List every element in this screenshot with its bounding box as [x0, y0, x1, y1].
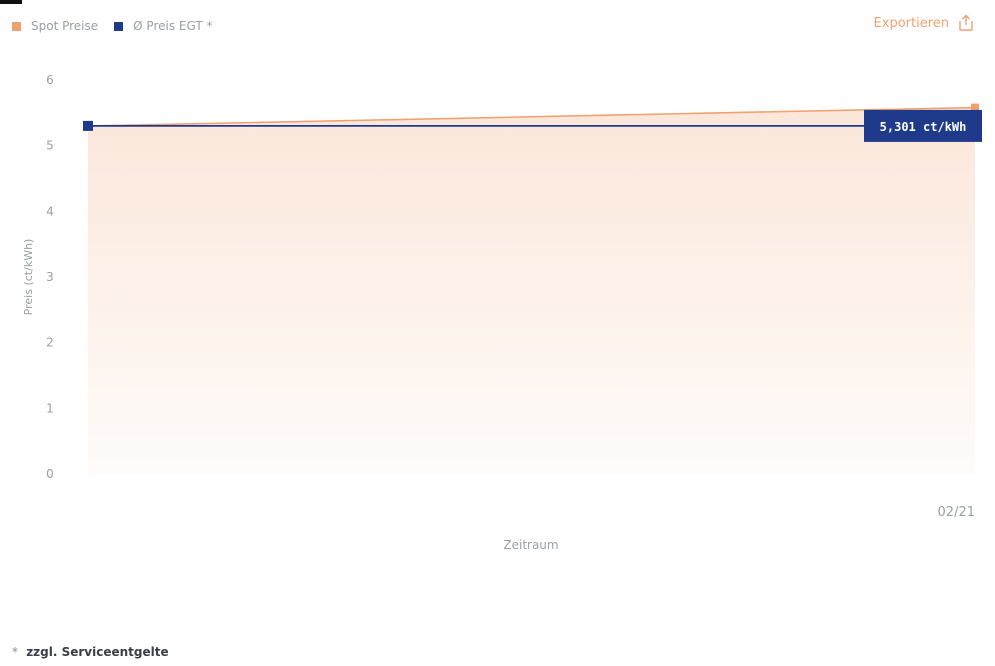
legend-spot-label: Spot Preise: [31, 19, 99, 33]
avg-point: [83, 120, 93, 131]
export-button[interactable]: Exportieren: [874, 14, 975, 32]
spot-point: [971, 103, 979, 112]
value-tooltip: [864, 109, 982, 142]
y-tick-label: 2: [46, 336, 54, 350]
y-axis-label: Preis (ct/kWh): [22, 239, 35, 316]
chart-legend: Spot Preise Ø Preis EGT *: [12, 19, 229, 33]
legend-item-avg[interactable]: Ø Preis EGT *: [114, 19, 213, 33]
legend-avg-label: Ø Preis EGT *: [133, 19, 213, 33]
y-tick-label: 0: [46, 467, 54, 481]
x-tick-label: 02/21: [938, 505, 975, 520]
spot-area: [88, 107, 975, 474]
share-export-icon: [959, 14, 973, 31]
footnote-text: zzgl. Serviceentgelte: [26, 645, 169, 659]
y-tick-label: 5: [46, 139, 54, 153]
x-axis-label: Zeitraum: [503, 538, 558, 552]
price-chart: 0 1 2 3 4 5 6 Preis (ct/kWh) 5,301 ct/kWh 02/21 Ze…: [22, 73, 982, 552]
spot-swatch: [12, 21, 21, 31]
top-edge-marker: [0, 0, 22, 4]
tooltip-value: 5,301 ct/kWh: [880, 120, 967, 134]
y-tick-label: 3: [46, 270, 54, 284]
y-tick-label: 1: [46, 401, 54, 415]
footnote: * zzgl. Serviceentgelte: [12, 645, 169, 659]
footnote-bullet: *: [12, 645, 18, 659]
spot-line: [87, 106, 976, 127]
legend-item-spot[interactable]: Spot Preise: [12, 19, 98, 33]
y-tick-label: 4: [46, 204, 54, 218]
export-label: Exportieren: [873, 15, 949, 31]
avg-swatch: [114, 21, 124, 31]
y-tick-label: 6: [46, 73, 54, 87]
